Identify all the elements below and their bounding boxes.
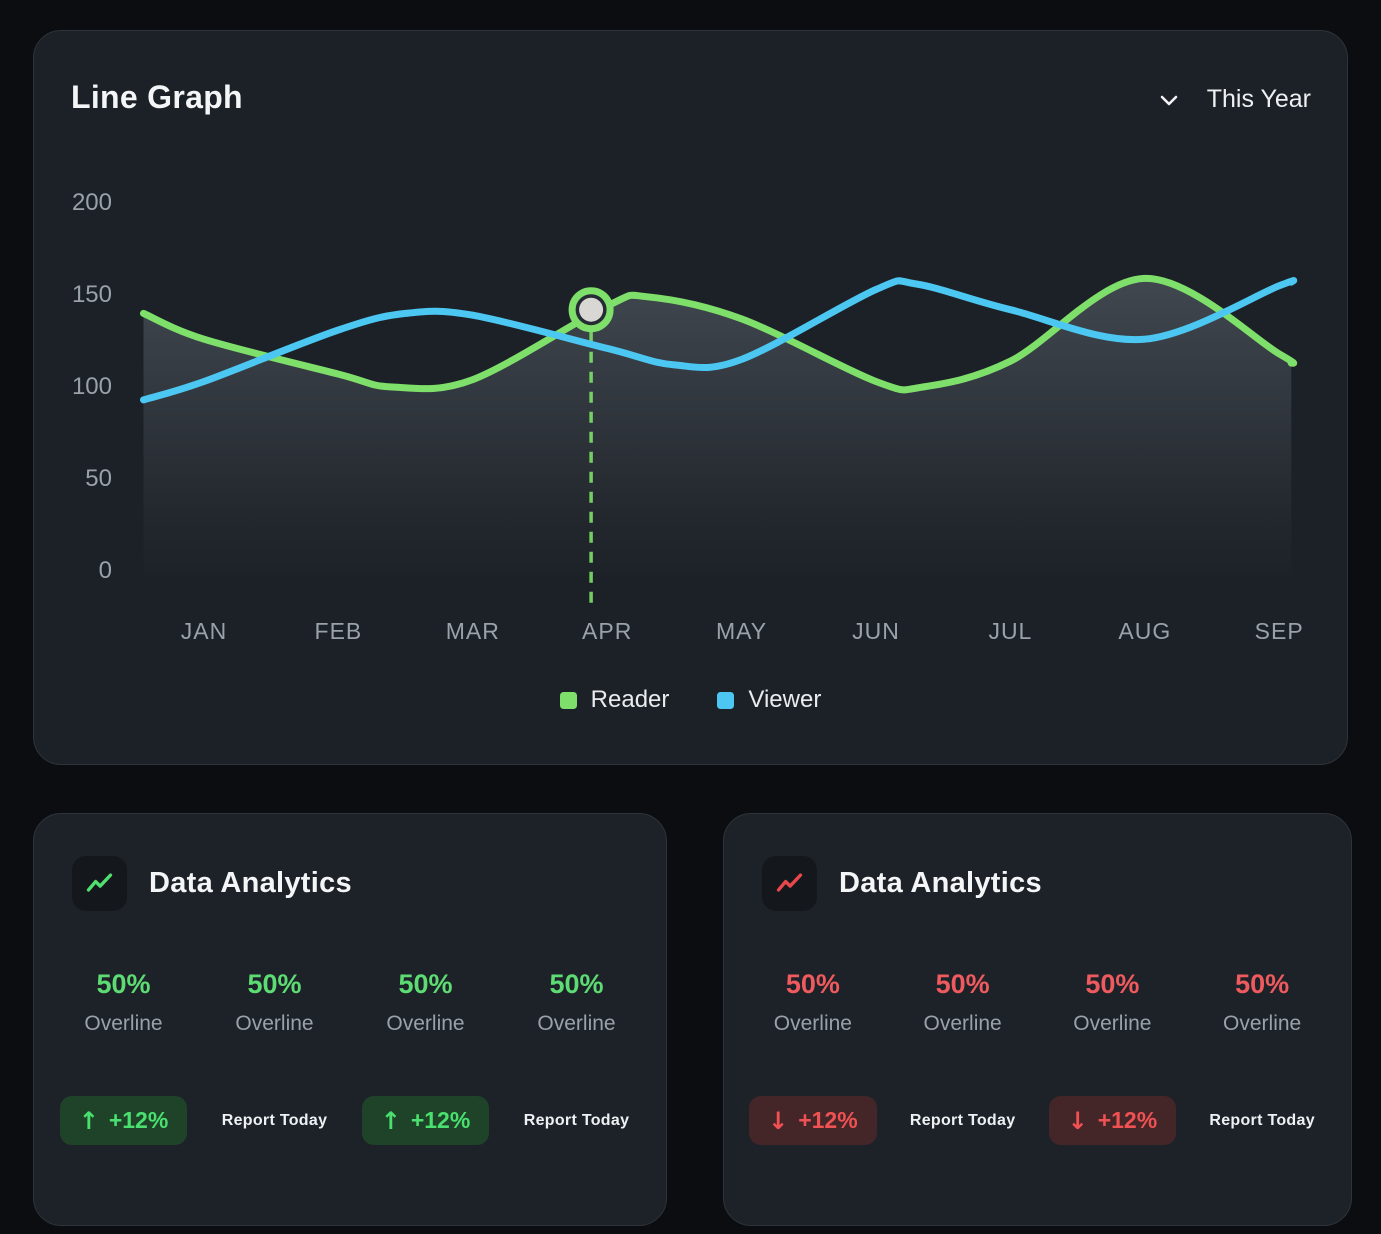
legend-item-reader[interactable]: Reader (559, 686, 670, 714)
analytics-header: Data Analytics (762, 856, 1042, 911)
stat-label: Overline (773, 1012, 852, 1035)
reader-area (143, 278, 1294, 576)
y-axis-label: 200 (71, 189, 112, 216)
legend-label: Viewer (748, 686, 822, 713)
arrow-up-icon: ↑ (78, 1106, 99, 1135)
stat-label: Overline (1073, 1012, 1152, 1035)
trend-icon-tile (72, 856, 127, 911)
line-chart (140, 274, 1298, 606)
actions-row: ↑ +12% Report Today ↑ +12% Report Today (48, 1096, 652, 1145)
chevron-down-icon (1157, 88, 1181, 112)
stat-value: 50% (398, 969, 453, 999)
stat-value: 50% (1085, 969, 1140, 999)
actions-row: ↓ +12% Report Today ↓ +12% Report Today (738, 1096, 1337, 1145)
stat-label: Overline (537, 1012, 616, 1035)
stat: 50% Overline (350, 969, 501, 1036)
viewer-line (140, 277, 1298, 404)
x-axis-label: FEB (314, 618, 363, 644)
y-axis-label: 150 (71, 281, 112, 308)
trend-line-icon (774, 868, 805, 899)
stat-label: Overline (1223, 1012, 1302, 1035)
x-axis-label: JUL (988, 618, 1033, 644)
x-axis-label: AUG (1118, 618, 1172, 644)
x-axis-label: JUN (852, 618, 900, 644)
trend-badge: ↓ +12% (749, 1096, 877, 1145)
line-graph-title: Line Graph (71, 79, 243, 115)
stats-row: 50% Overline 50% Overline 50% Overline 5… (48, 969, 652, 1036)
arrow-down-icon: ↓ (768, 1106, 789, 1135)
legend-label: Reader (590, 686, 670, 713)
stat: 50% Overline (1038, 969, 1188, 1036)
legend-item-viewer[interactable]: Viewer (717, 686, 821, 714)
stat-value: 50% (549, 969, 604, 999)
stat: 50% Overline (48, 969, 199, 1036)
period-label: This Year (1206, 85, 1311, 113)
report-today-label[interactable]: Report Today (1209, 1111, 1315, 1129)
period-dropdown[interactable]: This Year (1157, 85, 1311, 114)
trend-badge: ↑ +12% (59, 1096, 188, 1145)
trend-badge: ↑ +12% (361, 1096, 490, 1145)
stat-label: Overline (923, 1012, 1002, 1035)
trend-badge: ↓ +12% (1048, 1096, 1177, 1145)
badge-value: +12% (410, 1107, 471, 1133)
stat-label: Overline (235, 1012, 314, 1035)
report-today-label[interactable]: Report Today (909, 1111, 1016, 1129)
legend-swatch (717, 691, 735, 709)
arrow-down-icon: ↓ (1067, 1106, 1088, 1135)
stat: 50% Overline (199, 969, 350, 1036)
stat-value: 50% (96, 969, 151, 999)
x-axis-label: MAY (716, 618, 768, 644)
y-axis-label: 0 (98, 557, 112, 584)
analytics-title: Data Analytics (839, 867, 1042, 899)
line-graph-card: Line Graph This Year 200 150 100 50 0 (33, 30, 1348, 765)
x-axis-label: JAN (180, 618, 228, 644)
arrow-up-icon: ↑ (380, 1106, 401, 1135)
analytics-title: Data Analytics (149, 867, 352, 899)
data-point-marker[interactable] (568, 287, 614, 333)
report-today-label[interactable]: Report Today (221, 1111, 328, 1129)
y-axis-label: 100 (71, 373, 112, 400)
y-axis-label: 50 (85, 465, 112, 492)
badge-value: +12% (1097, 1107, 1158, 1133)
stat-value: 50% (785, 969, 840, 999)
stat-value: 50% (935, 969, 990, 999)
badge-value: +12% (798, 1107, 858, 1133)
stat-label: Overline (84, 1012, 163, 1035)
x-axis-label: SEP (1254, 618, 1304, 644)
report-today-label[interactable]: Report Today (523, 1111, 630, 1129)
analytics-header: Data Analytics (72, 856, 352, 911)
x-axis-label: MAR (445, 618, 500, 644)
reader-line (140, 274, 1298, 394)
stat: 50% Overline (1187, 969, 1337, 1036)
analytics-card-positive: Data Analytics 50% Overline 50% Overline… (33, 813, 667, 1226)
legend-swatch (559, 691, 577, 709)
x-axis-label: APR (582, 618, 633, 644)
analytics-card-negative: Data Analytics 50% Overline 50% Overline… (723, 813, 1352, 1226)
stat-value: 50% (247, 969, 302, 999)
badge-value: +12% (108, 1107, 169, 1133)
trend-line-icon (84, 868, 115, 899)
stat-label: Overline (386, 1012, 465, 1035)
stat-value: 50% (1235, 969, 1290, 999)
trend-icon-tile (762, 856, 817, 911)
stat: 50% Overline (738, 969, 888, 1036)
stats-row: 50% Overline 50% Overline 50% Overline 5… (738, 969, 1337, 1036)
stat: 50% Overline (888, 969, 1038, 1036)
legend: Reader Viewer (34, 686, 1347, 714)
stat: 50% Overline (501, 969, 652, 1036)
